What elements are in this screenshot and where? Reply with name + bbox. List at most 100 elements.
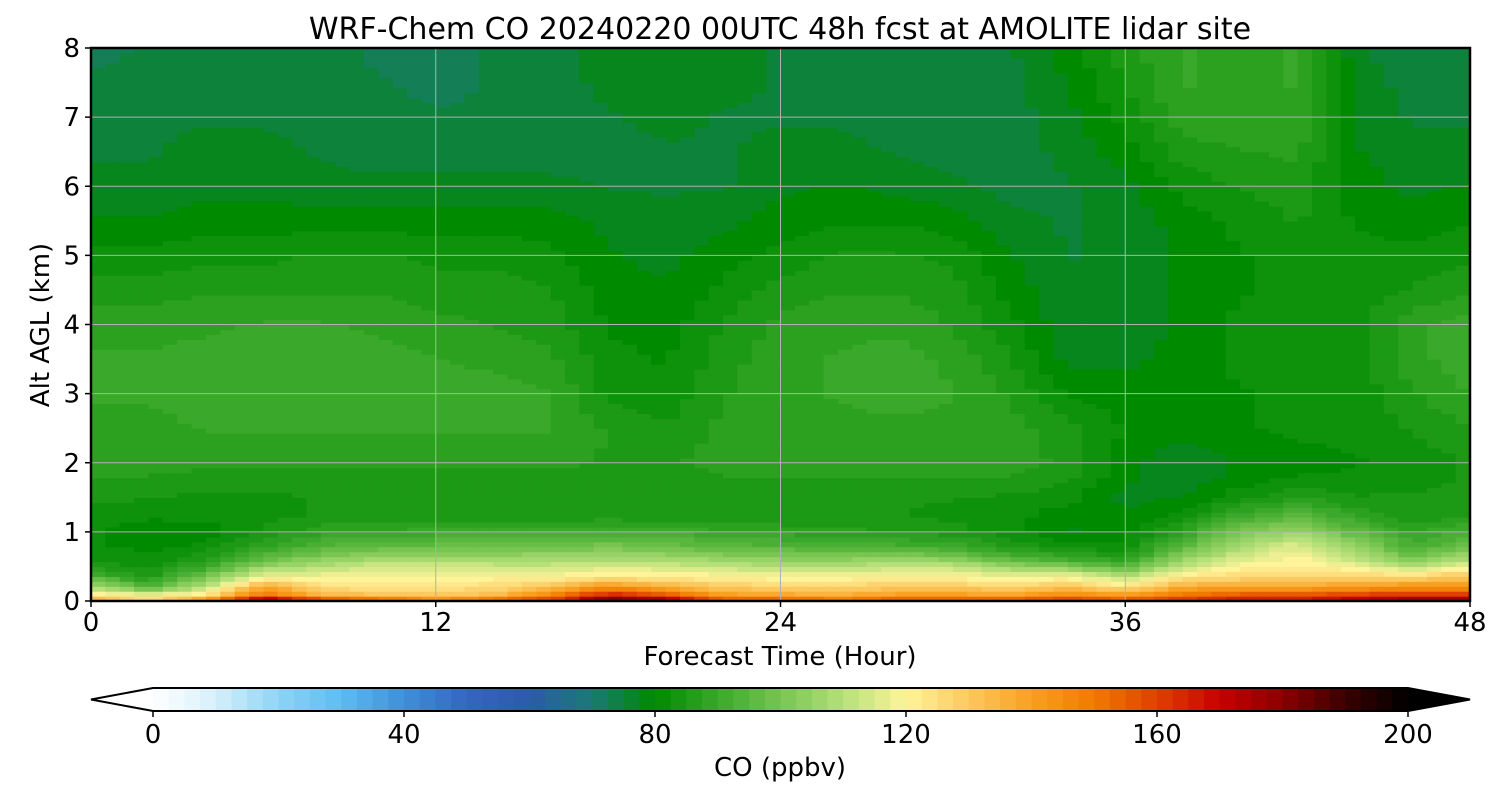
contour-cell (1125, 378, 1141, 385)
contour-cell (1268, 452, 1284, 459)
contour-cell (550, 393, 566, 400)
contour-cell (952, 359, 968, 365)
contour-cell (866, 586, 882, 592)
contour-cell (794, 438, 810, 444)
contour-cell (148, 581, 164, 587)
contour-cell (148, 517, 164, 523)
contour-cell (1283, 462, 1299, 469)
contour-cell (737, 398, 753, 405)
contour-cell (651, 428, 667, 434)
contour-cell (881, 596, 897, 601)
contour-cell (924, 497, 940, 503)
contour-cell (220, 354, 236, 360)
contour-cell (1283, 428, 1299, 434)
contour-cell (1010, 462, 1026, 469)
contour-cell (1240, 373, 1256, 380)
contour-cell (636, 546, 652, 553)
contour-cell (909, 586, 925, 592)
contour-cell (1340, 388, 1356, 395)
contour-cell (981, 541, 997, 548)
contour-cell (1082, 581, 1098, 587)
contour-cell (708, 403, 724, 410)
contour-cell (1340, 344, 1356, 350)
contour-cell (780, 482, 796, 489)
contour-cell (478, 447, 494, 454)
contour-cell (952, 398, 968, 405)
contour-cell (895, 423, 911, 429)
contour-cell (651, 472, 667, 479)
contour-cell (809, 472, 825, 479)
contour-cell (1139, 443, 1155, 449)
contour-cell (1110, 502, 1126, 508)
contour-cell (952, 522, 968, 528)
contour-cell (1268, 378, 1284, 385)
contour-cell (1096, 546, 1112, 553)
contour-cell (1268, 408, 1284, 414)
contour-cell (1326, 344, 1342, 350)
contour-cell (1197, 344, 1213, 350)
contour-cell (220, 457, 236, 464)
contour-cell (1283, 467, 1299, 474)
contour-cell (608, 433, 624, 439)
contour-cell (292, 526, 308, 533)
contour-cell (981, 423, 997, 429)
contour-cell (205, 349, 221, 355)
contour-cell (794, 443, 810, 449)
contour-cell (536, 561, 552, 568)
contour-cell (866, 368, 882, 375)
contour-cell (234, 541, 250, 548)
contour-cell (1197, 541, 1213, 548)
contour-cell (392, 596, 408, 601)
contour-cell (1369, 467, 1385, 474)
contour-cell (708, 586, 724, 592)
contour-cell (981, 383, 997, 390)
contour-cell (622, 388, 638, 395)
contour-cell (1125, 368, 1141, 375)
contour-cell (1225, 438, 1241, 444)
contour-cell (1254, 383, 1270, 390)
contour-cell (593, 428, 609, 434)
contour-cell (809, 591, 825, 597)
contour-cell (852, 512, 868, 518)
contour-cell (363, 472, 379, 479)
contour-cell (335, 403, 351, 410)
contour-cell (1254, 482, 1270, 489)
contour-cell (550, 566, 566, 572)
contour-cell (550, 418, 566, 424)
contour-cell (981, 517, 997, 523)
contour-cell (1412, 477, 1428, 484)
contour-cell (679, 576, 695, 582)
contour-cell (1197, 492, 1213, 498)
contour-cell (694, 546, 710, 553)
contour-cell (794, 502, 810, 508)
contour-cell (1283, 344, 1299, 350)
contour-cell (1225, 522, 1241, 528)
contour-cell (249, 378, 264, 385)
contour-cell (1369, 383, 1385, 390)
contour-cell (1096, 586, 1112, 592)
contour-cell (823, 388, 839, 395)
contour-cell (837, 368, 853, 375)
contour-cell (636, 507, 652, 513)
contour-cell (220, 447, 236, 454)
contour-cell (1110, 452, 1126, 459)
contour-cell (1024, 477, 1040, 484)
contour-cell (349, 591, 365, 597)
contour-cell (909, 522, 925, 528)
contour-cell (134, 517, 150, 523)
contour-cell (349, 433, 365, 439)
contour-cell (1139, 383, 1155, 390)
contour-cell (349, 418, 365, 424)
contour-cell (766, 373, 782, 380)
contour-cell (392, 571, 408, 577)
contour-cell (1383, 571, 1399, 577)
contour-cell (665, 344, 681, 350)
contour-cell (464, 373, 480, 380)
contour-cell (1039, 596, 1055, 601)
contour-cell (1153, 349, 1169, 355)
contour-cell (967, 566, 983, 572)
contour-cell (191, 413, 207, 419)
contour-cell (1383, 457, 1399, 464)
contour-cell (938, 581, 954, 587)
contour-cell (335, 408, 351, 414)
